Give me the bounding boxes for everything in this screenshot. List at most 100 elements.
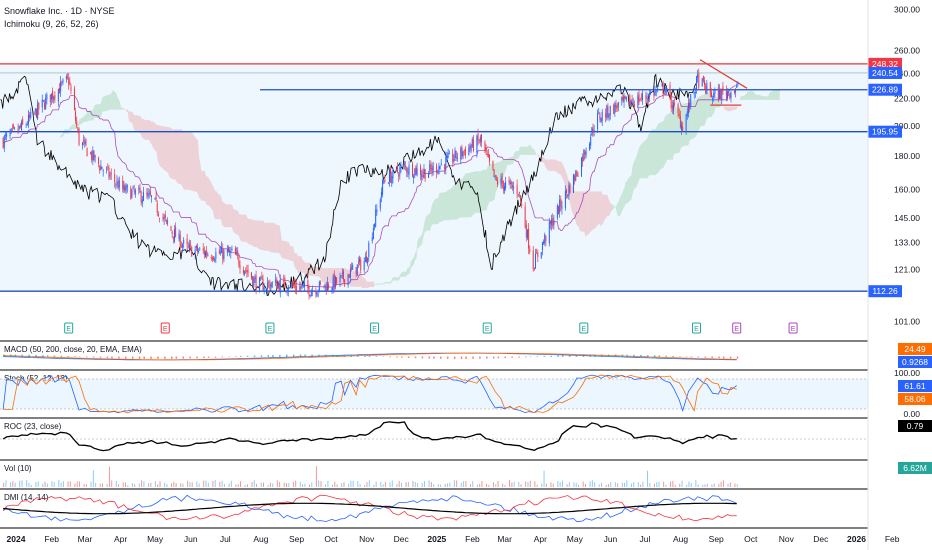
candle-body [244, 270, 246, 274]
earnings-marker[interactable]: E [579, 322, 589, 334]
macd-histogram-bar [396, 356, 398, 358]
ichimoku-cloud-segment [769, 92, 771, 100]
ichimoku-cloud-segment [707, 92, 709, 119]
earnings-marker[interactable]: E [64, 322, 74, 334]
ichimoku-cloud-segment [772, 89, 777, 100]
volume-bar [30, 484, 32, 487]
ichimoku-cloud-segment [578, 191, 580, 231]
macd-histogram-bar [157, 356, 159, 359]
ichimoku-cloud-segment [706, 92, 708, 121]
candle-body [187, 245, 189, 247]
volume-bar [582, 481, 584, 487]
ichimoku-cloud-segment [389, 281, 392, 284]
ichimoku-cloud-segment [652, 129, 656, 176]
ichimoku-cloud-segment [472, 172, 474, 215]
ichimoku-cloud-segment [736, 106, 738, 110]
candle-body [291, 283, 293, 287]
ichimoku-cloud-segment [353, 271, 355, 287]
earnings-marker[interactable]: E [265, 322, 275, 334]
candle-body [164, 214, 166, 219]
candle-body [228, 247, 230, 253]
ichimoku-cloud-segment [488, 164, 490, 204]
indicator-legend[interactable]: Ichimoku (9, 26, 52, 26) [4, 19, 99, 29]
candle-body [605, 113, 607, 118]
ichimoku-cloud-segment [660, 120, 664, 170]
volume-bar [550, 482, 552, 487]
candle-body [694, 91, 696, 93]
candle-body [218, 249, 220, 254]
candle-body [284, 277, 286, 288]
volume-bar [157, 484, 159, 487]
macd-histogram-bar [279, 354, 281, 357]
ichimoku-cloud-segment [514, 151, 516, 161]
ichimoku-cloud-segment [197, 140, 200, 198]
candle-body [46, 94, 48, 100]
volume-bar [621, 482, 623, 487]
macd-histogram-bar [647, 355, 649, 357]
volume-bar [718, 483, 720, 487]
ichimoku-cloud-segment [408, 267, 410, 275]
volume-bar [417, 482, 419, 487]
candle-body [420, 166, 422, 175]
macd-histogram-bar [99, 356, 102, 358]
candle-body [599, 113, 601, 120]
volume-bar [481, 480, 483, 487]
ichimoku-cloud-segment [603, 194, 608, 222]
x-tick-label: 2026 [847, 534, 866, 544]
candle-body [624, 96, 626, 99]
volume-bar [74, 483, 76, 487]
candle-body [521, 204, 523, 206]
candle-body [421, 174, 423, 178]
candle-body [54, 95, 56, 99]
x-tick-label: Dec [394, 534, 410, 544]
candle-body [301, 285, 303, 288]
ichimoku-cloud-segment [730, 106, 732, 112]
candle-body [398, 174, 400, 177]
volume-bar [375, 481, 377, 487]
ichimoku-cloud-segment [530, 145, 532, 155]
earnings-marker[interactable]: E [482, 322, 492, 334]
macd-histogram-bar [74, 356, 76, 357]
price-label-bg [868, 125, 902, 138]
candle-body [733, 90, 735, 93]
macd-histogram-bar [497, 356, 500, 359]
candle-body [149, 191, 151, 196]
candle-body [597, 113, 599, 130]
earnings-marker[interactable]: E [370, 322, 380, 334]
earnings-marker[interactable]: E [160, 322, 170, 334]
ichimoku-cloud-segment [406, 268, 408, 277]
macd-histogram-bar [433, 356, 435, 359]
ichimoku-cloud-segment [715, 97, 717, 108]
volume-bar [148, 483, 150, 487]
earnings-marker[interactable]: E [691, 322, 701, 334]
earnings-marker-box [160, 322, 170, 334]
macd-histogram-bar [318, 354, 320, 357]
ichimoku-cloud-segment [133, 114, 135, 130]
ichimoku-cloud-segment [523, 146, 527, 155]
volume-bar [228, 483, 230, 487]
candle-body [706, 83, 708, 94]
candle-body [26, 124, 28, 126]
candle-body [583, 149, 585, 161]
ichimoku-cloud-segment [181, 129, 183, 189]
candle-body [494, 175, 496, 177]
volume-bar [46, 483, 48, 487]
candle-body [736, 85, 738, 88]
ichimoku-cloud-segment [255, 220, 257, 248]
earnings-marker[interactable]: E [732, 322, 742, 334]
ichimoku-cloud-segment [225, 204, 229, 228]
ichimoku-cloud-segment [456, 181, 458, 220]
ichimoku-cloud-segment [286, 241, 288, 260]
volume-bar [311, 482, 313, 487]
volume-bar [511, 482, 513, 487]
earnings-marker-box [788, 322, 798, 334]
ichimoku-cloud-segment [761, 95, 763, 100]
ichimoku-cloud-segment [104, 94, 109, 112]
ichimoku-cloud-segment [117, 97, 119, 110]
ichimoku-cloud-segment [489, 163, 492, 202]
volume-bar [465, 480, 467, 487]
macd-histogram-bar [42, 355, 44, 357]
earnings-marker[interactable]: E [788, 322, 798, 334]
ichimoku-cloud-segment [466, 172, 471, 218]
